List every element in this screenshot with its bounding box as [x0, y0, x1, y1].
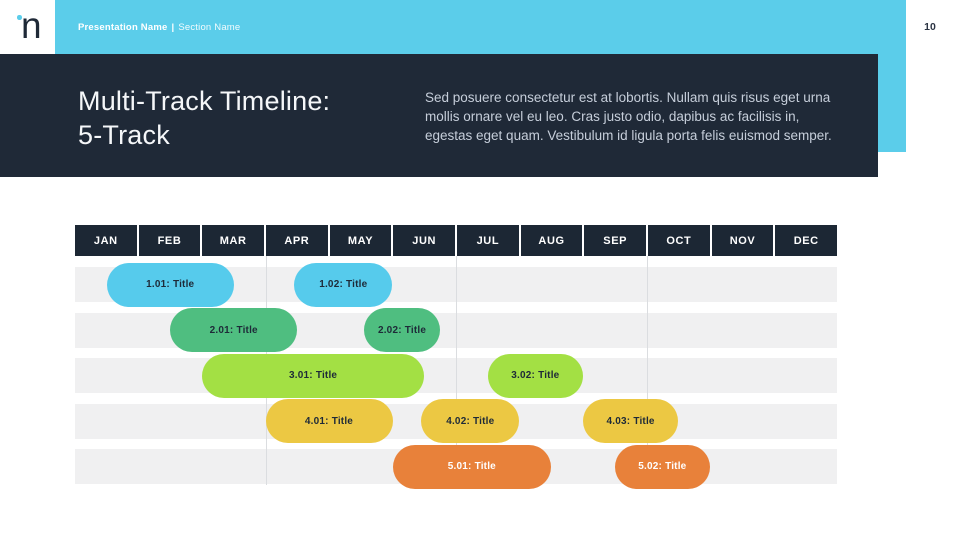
title-band: Multi-Track Timeline: 5-Track Sed posuer… — [0, 54, 878, 177]
timeline-bar-label: 5.01: Title — [447, 461, 496, 472]
month-cell-jul: JUL — [457, 225, 519, 256]
timeline-bar-5.01: 5.01: Title — [392, 444, 552, 489]
timeline-bar-1.02: 1.02: Title — [294, 262, 393, 307]
timeline-bar-label: 3.01: Title — [289, 370, 338, 381]
month-header-row: JAN FEB MAR APR MAY JUN JUL AUG SEP OCT NOV DEC — [75, 225, 838, 256]
timeline-bar-label: 2.02: Title — [377, 324, 427, 336]
timeline-bar-label: 5.02: Title — [638, 461, 687, 472]
logo: n — [0, 0, 55, 54]
timeline-bar-2.01: 2.01: Title — [170, 308, 298, 352]
month-cell-dec: DEC — [775, 225, 838, 256]
timeline-bar-label: 4.02: Title — [446, 415, 495, 427]
breadcrumb: Presentation Name | Section Name — [78, 0, 240, 54]
timeline-plot: 1.01: Title 1.02: Title 2.01: Title 2.02: T… — [75, 256, 837, 489]
timeline-chart: JAN FEB MAR APR MAY JUN JUL AUG SEP OCT NOV DEC 1.0… — [75, 225, 838, 489]
month-cell-may: MAY — [329, 225, 392, 256]
timeline-bar-label: 2.01: Title — [209, 324, 258, 336]
page-number: 10 — [924, 21, 936, 33]
month-cell-jun: JUN — [393, 225, 456, 256]
timeline-bar-4.01: 4.01: Title — [265, 399, 393, 443]
slide-body-text: Sed posuere consectetur est at lobortis.… — [425, 90, 832, 143]
month-cell-aug: AUG — [520, 225, 583, 256]
breadcrumb-divider: | — [171, 21, 175, 33]
month-cell-mar: MAR — [202, 225, 265, 256]
timeline-bar-4.02: 4.02: Title — [421, 399, 520, 443]
logo-dot-icon — [17, 15, 22, 20]
month-cell-feb: FEB — [138, 225, 201, 256]
month-cell-nov: NOV — [711, 225, 774, 256]
section-name: Section Name — [178, 21, 241, 33]
month-cell-sep: SEP — [584, 225, 647, 256]
timeline-bar-label: 4.01: Title — [304, 415, 354, 427]
month-cell-jan: JAN — [75, 225, 137, 256]
timeline-bar-5.02: 5.02: Title — [614, 444, 710, 489]
logo-letter: n — [21, 5, 42, 46]
quarter-gridline-month-6 — [456, 256, 457, 485]
timeline-bar-label: 1.01: Title — [146, 279, 195, 290]
slide-title: Multi-Track Timeline: 5-Track — [78, 84, 330, 152]
timeline-bar-label: 1.02: Title — [319, 279, 368, 290]
timeline-bar-1.01: 1.01: Title — [106, 262, 234, 307]
timeline-bar-label: 4.03: Title — [606, 415, 655, 427]
month-cell-oct: OCT — [648, 225, 710, 256]
presentation-name: Presentation Name — [78, 21, 168, 33]
timeline-bar-4.03: 4.03: Title — [583, 399, 679, 443]
timeline-bar-3.02: 3.02: Title — [487, 353, 583, 398]
slide-title-line2: 5-Track — [78, 120, 170, 150]
timeline-bar-2.02: 2.02: Title — [363, 308, 441, 352]
timeline-bar-3.01: 3.01: Title — [202, 353, 425, 398]
month-cell-apr: APR — [266, 225, 328, 256]
quarter-gridline-month-9 — [646, 256, 648, 485]
slide-title-line1: Multi-Track Timeline: — [78, 86, 331, 116]
timeline-bar-label: 3.02: Title — [511, 370, 560, 381]
